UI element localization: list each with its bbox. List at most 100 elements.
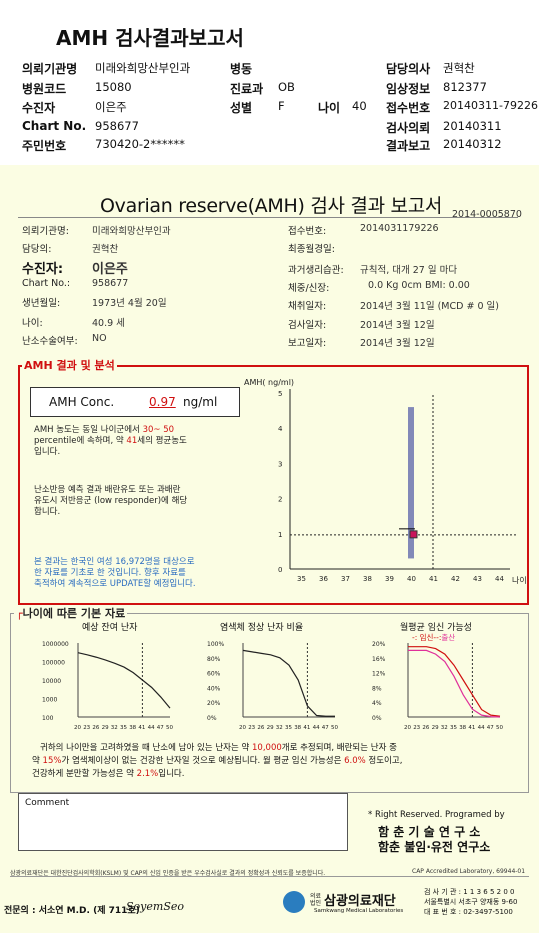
x-tick-label: 44 <box>148 725 155 731</box>
org-en: Samkwang Medical Laboratories <box>314 908 404 914</box>
bio-legend: -: 임신--:출산 <box>412 633 456 642</box>
value-age: 40 <box>352 99 367 113</box>
r-label-birth: 생년월일: <box>22 298 61 309</box>
r-label-referral: 의뢰기관명: <box>22 226 69 237</box>
y-tick-label: 10000 <box>42 678 61 685</box>
r-label-collect: 채취일자: <box>288 301 327 312</box>
amh-conc-label: AMH Conc. <box>49 395 115 409</box>
r-label-weight: 체중/신장: <box>288 283 330 294</box>
x-tick-label: 26 <box>422 725 429 731</box>
cap-text: CAP Accredited Laboratory, 69944-01 <box>412 868 526 875</box>
top-title: AMH 검사결과보고서 <box>56 26 244 50</box>
x-tick-label: 29 <box>432 725 439 731</box>
x-tick-label: 41 <box>138 725 145 731</box>
y-tick-label: 4 <box>278 425 283 433</box>
x-tick-label: 41 <box>468 725 475 731</box>
series-line-2 <box>408 649 501 718</box>
specialist-text: 전문의 : 서소연 M.D. (제 711호) <box>4 906 140 916</box>
label-resident-no: 주민번호 <box>22 139 67 153</box>
x-tick-label: 35 <box>285 725 292 731</box>
label-hospital-code: 병원코드 <box>22 82 67 96</box>
value-doctor: 권혁찬 <box>443 61 475 75</box>
value-result-report: 20140312 <box>443 137 502 151</box>
y-tick-label: 16% <box>372 656 386 663</box>
org-small: 의료법인 <box>310 893 322 907</box>
label-age: 나이 <box>318 101 341 115</box>
x-tick-label: 32 <box>111 725 118 731</box>
x-tick-label: 44 <box>495 575 504 583</box>
y-tick-label: 40% <box>207 685 221 692</box>
x-axis-label: 나이 <box>512 575 527 585</box>
x-tick-label: 26 <box>257 725 264 731</box>
report-title: Ovarian reserve(AMH) 검사 결과 보고서 <box>100 195 443 217</box>
r-label-cycle: 과거생리습관: <box>288 265 344 276</box>
value-sex: F <box>278 99 285 113</box>
bio-data-box <box>10 613 529 793</box>
x-tick-label: 44 <box>313 725 320 731</box>
label-doctor: 담당의사 <box>386 62 431 76</box>
value-test-request: 20140311 <box>443 119 502 133</box>
value-clinical-info: 812377 <box>443 80 487 94</box>
org-logo-icon <box>283 891 305 913</box>
y-tick-label: 100000 <box>42 660 65 667</box>
org-name: 삼광의료재단 <box>324 894 396 909</box>
label-receipt-no: 접수번호 <box>386 101 431 115</box>
r-label-report-date: 보고일자: <box>288 338 327 349</box>
r-label-doctor: 담당의: <box>22 244 52 255</box>
comment-box: Comment <box>18 793 348 851</box>
x-tick-label: 35 <box>450 725 457 731</box>
y-axis-label: AMH( ng/ml) <box>244 378 294 387</box>
y-tick-label: 4% <box>372 700 382 707</box>
amh-note-2: 난소반응 예측 결과 배란유도 또는 과배란 유도시 저반응군 (low res… <box>34 485 188 517</box>
x-tick-label: 44 <box>478 725 485 731</box>
label-chart-no: Chart No. <box>22 119 87 133</box>
x-tick-label: 39 <box>385 575 394 583</box>
amh-age-chart: AMH( ng/ml) 0 1 2 3 4 5 35 36 37 38 39 40 41 42 43 44 나이 <box>244 378 527 585</box>
x-tick-label: 20 <box>74 725 81 731</box>
r-label-patient: 수진자: <box>22 262 64 277</box>
report-number: 2014-0005870 <box>452 209 522 220</box>
r-value-cycle: 규칙적, 대개 27 일 마다 <box>360 265 458 276</box>
y-tick-label: 3 <box>278 460 282 468</box>
r-value-test-date: 2014년 3월 12일 <box>360 320 435 331</box>
x-tick-label: 23 <box>83 725 90 731</box>
y-tick-label: 0% <box>207 715 217 722</box>
x-tick-label: 29 <box>267 725 274 731</box>
x-tick-label: 38 <box>294 725 301 731</box>
r-value-chart: 958677 <box>92 278 129 289</box>
y-tick-label: 1000 <box>42 697 57 704</box>
pregnancy-chart: 20% 16% 12% 8% 4% 0% 20 23 26 29 32 35 38 41 44 47 50 <box>372 641 503 731</box>
y-tick-label: 5 <box>278 390 282 398</box>
bio-title-pregnancy: 월평균 임신 가능성 <box>400 623 472 633</box>
x-tick-label: 26 <box>92 725 99 731</box>
label-result-report: 결과보고 <box>386 139 431 153</box>
signature: SoyemSeo <box>126 900 184 913</box>
value-referral-org: 미래와희망산부인과 <box>95 61 191 75</box>
x-tick-label: 32 <box>441 725 448 731</box>
r-value-weight: 0.0 Kg 0cm BMI: 0.00 <box>368 280 470 291</box>
title-divider <box>18 217 518 218</box>
x-tick-label: 35 <box>297 575 306 583</box>
x-tick-label: 47 <box>322 725 329 731</box>
r-value-report-date: 2014년 3월 12일 <box>360 338 435 349</box>
x-tick-label: 42 <box>451 575 460 583</box>
y-tick-label: 0 <box>278 566 282 574</box>
x-tick-label: 41 <box>429 575 438 583</box>
bio-section-title: ┌나이에 따른 기본 자료 <box>14 605 128 621</box>
lab-name-1: 함 춘 기 술 연 구 소 <box>378 825 481 839</box>
amh-note-1: AMH 농도는 동일 나이군에서 30~ 50 percentile에 속하며,… <box>34 425 187 457</box>
y-tick-label: 20% <box>372 641 386 648</box>
x-tick-label: 47 <box>157 725 164 731</box>
amh-section-title: AMH 결과 및 분석 <box>22 357 117 373</box>
x-tick-label: 20 <box>239 725 246 731</box>
x-tick-label: 23 <box>248 725 255 731</box>
value-patient: 이은주 <box>95 100 127 114</box>
lab-name-2: 함춘 불임·유전 연구소 <box>378 840 491 854</box>
series-line-1 <box>242 649 335 717</box>
x-tick-label: 29 <box>102 725 109 731</box>
bio-title-oocyte: 예상 잔여 난자 <box>82 623 138 633</box>
x-tick-label: 38 <box>129 725 136 731</box>
amh-conc-unit: ng/ml <box>183 395 218 409</box>
label-department: 진료과 <box>230 82 264 96</box>
